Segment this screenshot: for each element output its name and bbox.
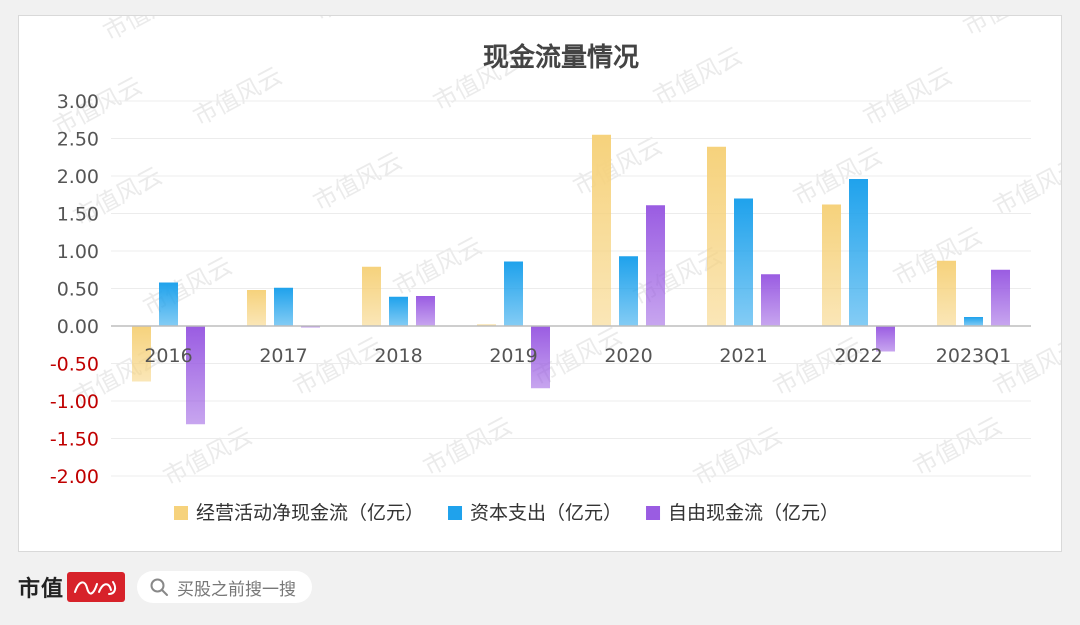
y-tick-label: -2.00 (50, 466, 99, 488)
x-tick-label: 2018 (374, 345, 422, 367)
search-icon (150, 578, 169, 596)
legend-label-1: 经营活动净现金流（亿元） (196, 502, 424, 524)
bar-series-3-2016 (186, 326, 205, 425)
watermark-text: 市值风云 (689, 422, 787, 492)
watermark-text: 市值风云 (859, 62, 957, 132)
watermark-text: 市值风云 (309, 147, 407, 217)
watermark-text: 市值风云 (389, 232, 487, 302)
bar-series-2-2022 (849, 179, 868, 326)
watermark-text: 市值风云 (989, 152, 1061, 222)
bar-series-3-2023Q1 (991, 269, 1010, 326)
x-tick-label: 2022 (834, 345, 882, 367)
bar-series-2-2018 (389, 296, 408, 326)
bar-series-1-2023Q1 (937, 260, 956, 326)
bar-series-1-2016 (132, 326, 151, 382)
y-tick-label: 0.50 (57, 279, 99, 301)
legend: 经营活动净现金流（亿元） 资本支出（亿元） 自由现金流（亿元） (174, 502, 839, 524)
bar-series-3-2022 (876, 326, 895, 352)
bar-series-3-2021 (761, 274, 780, 326)
y-tick-label: 1.00 (57, 241, 99, 263)
y-tick-label: 2.50 (57, 129, 99, 151)
watermark-text: 市值风云 (189, 62, 287, 132)
bar-series-1-2020 (592, 134, 611, 326)
y-tick-label: -1.00 (50, 391, 99, 413)
legend-swatch-3 (646, 506, 661, 520)
y-tick-label: 1.50 (57, 204, 99, 226)
bar-series-1-2021 (707, 146, 726, 326)
y-tick-label: 2.00 (57, 166, 99, 188)
x-axis: 2016 2017 2018 2019 2020 2021 2022 2023Q1 (111, 325, 1031, 367)
bar-series-1-2018 (362, 266, 381, 326)
legend-label-2: 资本支出（亿元） (470, 502, 622, 524)
watermark-text: 市值风云 (139, 252, 237, 322)
search-box[interactable]: 买股之前搜一搜 (137, 571, 313, 603)
bar-series-2-2020 (619, 256, 638, 326)
x-tick-label: 2020 (604, 345, 652, 367)
y-axis: 3.00 2.50 2.00 1.50 1.00 0.50 0.00 -0.50 -1.00 -1… (50, 91, 99, 488)
bar-series-2-2023Q1 (964, 317, 983, 326)
bar-series-3-2018 (416, 296, 435, 326)
bar-series-1-2017 (247, 290, 266, 326)
watermark-text: 市值风云 (959, 16, 1057, 41)
brand-logo-mark (67, 572, 126, 602)
x-tick-label: 2017 (259, 345, 307, 367)
bar-series-2-2016 (159, 282, 178, 326)
x-tick-label: 2016 (144, 345, 192, 367)
watermark-text: 市值风云 (309, 16, 407, 26)
y-tick-label: 3.00 (57, 91, 99, 113)
brand-name: 市值 (18, 577, 65, 602)
bar-series-2-2019 (504, 261, 523, 326)
gridlines (111, 100, 1031, 477)
brand-script-icon (74, 581, 117, 595)
chart-title: 现金流量情况 (483, 42, 639, 73)
legend-label-3: 自由现金流（亿元） (668, 502, 839, 524)
y-tick-label: 0.00 (57, 316, 99, 338)
bar-series-3-2019 (531, 326, 550, 389)
search-placeholder: 买股之前搜一搜 (177, 579, 297, 600)
legend-swatch-2 (448, 506, 463, 520)
y-tick-label: -0.50 (50, 354, 99, 376)
watermark-text: 市值风云 (909, 412, 1007, 482)
legend-swatch-1 (174, 506, 188, 520)
x-tick-label: 2023Q1 (936, 345, 1011, 367)
bar-series-3-2020 (646, 205, 665, 326)
x-tick-label: 2019 (489, 345, 537, 367)
watermark-text: 市值风云 (99, 16, 197, 46)
x-tick-label: 2021 (719, 345, 767, 367)
bar-series-1-2022 (822, 204, 841, 326)
watermark-text: 市值风云 (419, 412, 517, 482)
footer-bar: 市值 买股之前搜一搜 (18, 565, 313, 609)
bar-series-2-2017 (274, 287, 293, 326)
watermark-text: 市值风云 (159, 422, 257, 492)
bar-layer (132, 134, 1010, 425)
watermark-text: 市值风云 (569, 132, 667, 202)
chart-card: 市值风云 市值风云 市值风云 市值风云 市值风云 市值风云 市值风云 市值风云 市值风云 市值风云… (18, 15, 1062, 552)
bar-series-2-2021 (734, 198, 753, 326)
y-tick-label: -1.50 (50, 429, 99, 451)
